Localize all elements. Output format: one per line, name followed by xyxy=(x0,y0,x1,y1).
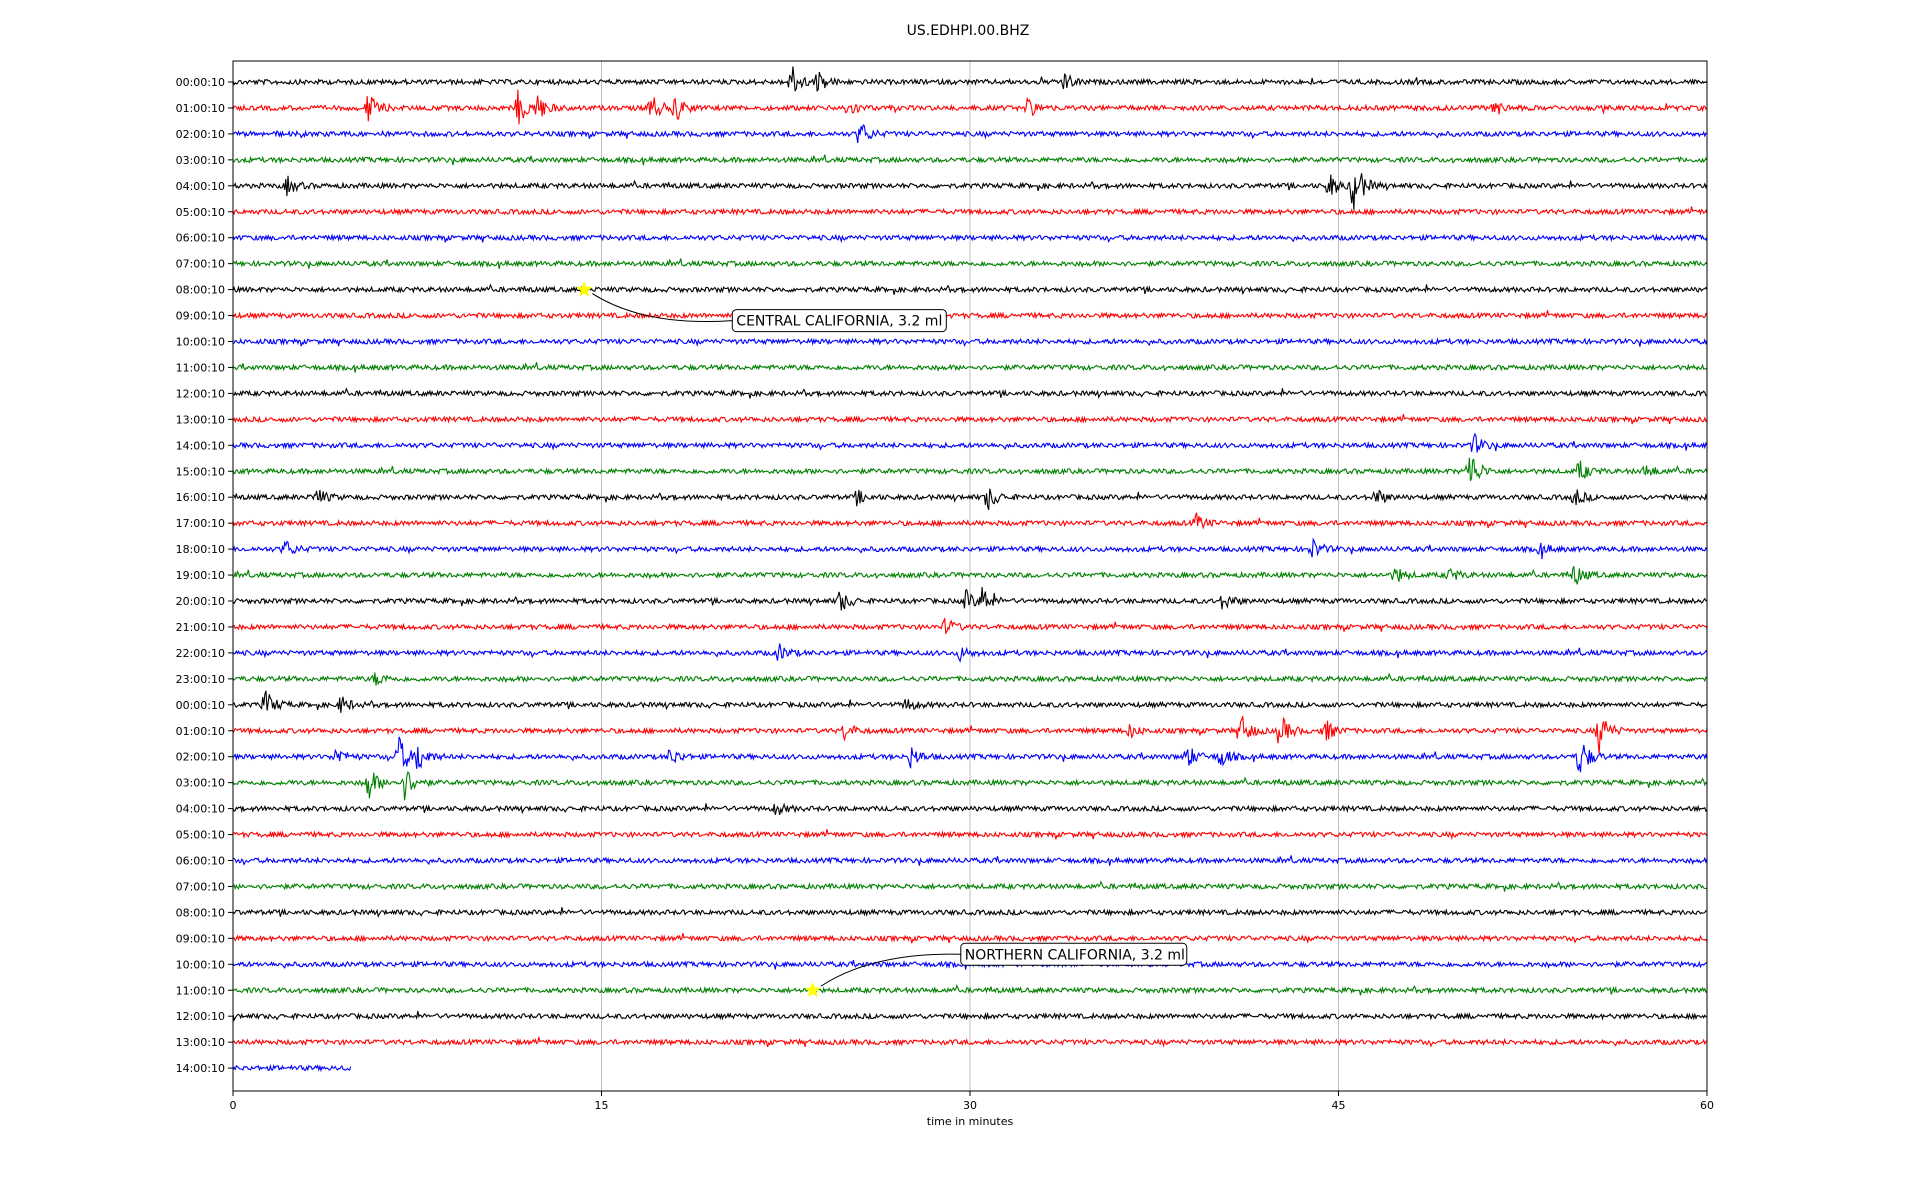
x-tick-label-0: 0 xyxy=(230,1099,237,1112)
annotation-connector-0 xyxy=(592,293,733,323)
trace-row-26 xyxy=(232,736,1708,773)
annotation-box-0 xyxy=(731,309,947,333)
row-label-4: 04:00:10 xyxy=(176,180,225,193)
row-label-10: 10:00:10 xyxy=(176,336,225,349)
row-label-8: 08:00:10 xyxy=(176,284,225,297)
row-label-20: 20:00:10 xyxy=(176,595,225,608)
row-label-38: 14:00:10 xyxy=(176,1062,225,1075)
row-label-36: 12:00:10 xyxy=(176,1010,225,1023)
trace-row-37 xyxy=(232,1036,1708,1048)
trace-row-17 xyxy=(232,512,1708,530)
trace-row-12 xyxy=(232,387,1708,400)
trace-row-11 xyxy=(232,362,1708,373)
row-label-11: 11:00:10 xyxy=(176,361,225,374)
row-label-31: 07:00:10 xyxy=(176,880,225,893)
row-label-22: 22:00:10 xyxy=(176,647,225,660)
row-label-23: 23:00:10 xyxy=(176,673,225,686)
vertical-grid xyxy=(601,61,1339,1091)
annotation-connector-1 xyxy=(820,953,961,987)
row-label-35: 11:00:10 xyxy=(176,984,225,997)
event-star-marker-0 xyxy=(576,281,593,297)
trace-row-32 xyxy=(232,907,1708,919)
event-star-marker-1 xyxy=(804,982,821,997)
trace-row-35 xyxy=(232,984,1708,996)
row-label-7: 07:00:10 xyxy=(176,258,225,271)
row-label-21: 21:00:10 xyxy=(176,621,225,634)
row-label-17: 17:00:10 xyxy=(176,517,225,530)
row-label-3: 03:00:10 xyxy=(176,154,225,167)
trace-row-24 xyxy=(232,690,1708,713)
trace-row-38 xyxy=(232,1063,352,1073)
trace-row-20 xyxy=(232,587,1708,611)
trace-row-10 xyxy=(232,337,1708,348)
trace-row-16 xyxy=(232,488,1708,511)
row-label-16: 16:00:10 xyxy=(176,491,225,504)
plot-frame xyxy=(232,60,1708,1092)
row-label-15: 15:00:10 xyxy=(176,465,225,478)
trace-row-4 xyxy=(232,173,1708,210)
trace-row-8 xyxy=(232,283,1708,296)
event-annotations: CENTRAL CALIFORNIA, 3.2 ml NORTHERN CALIF… xyxy=(576,281,1188,997)
row-label-30: 06:00:10 xyxy=(176,855,225,868)
x-tick-label-3: 45 xyxy=(1332,1099,1346,1112)
row-label-28: 04:00:10 xyxy=(176,803,225,816)
trace-row-5 xyxy=(232,206,1708,217)
trace-row-18 xyxy=(232,537,1708,560)
row-label-6: 06:00:10 xyxy=(176,232,225,245)
row-label-19: 19:00:10 xyxy=(176,569,225,582)
trace-row-28 xyxy=(232,802,1708,816)
row-label-13: 13:00:10 xyxy=(176,413,225,426)
trace-row-23 xyxy=(232,672,1708,686)
trace-row-30 xyxy=(232,855,1708,866)
row-label-33: 09:00:10 xyxy=(176,932,225,945)
row-label-27: 03:00:10 xyxy=(176,777,225,790)
trace-row-36 xyxy=(232,1010,1708,1022)
trace-row-9 xyxy=(232,310,1708,320)
row-label-5: 05:00:10 xyxy=(176,206,225,219)
trace-row-2 xyxy=(232,123,1708,144)
row-label-37: 13:00:10 xyxy=(176,1036,225,1049)
trace-row-13 xyxy=(232,413,1708,425)
x-tick-label-4: 60 xyxy=(1700,1099,1714,1112)
row-label-12: 12:00:10 xyxy=(176,387,225,400)
chart-title: US.EDHPI.00.BHZ xyxy=(907,23,1030,39)
trace-row-22 xyxy=(232,643,1708,663)
x-axis-label: time in minutes xyxy=(927,1115,1014,1128)
trace-row-25 xyxy=(232,715,1708,754)
row-label-1: 01:00:10 xyxy=(176,102,225,115)
trace-row-33 xyxy=(232,932,1708,944)
trace-row-27 xyxy=(232,770,1708,801)
trace-row-1 xyxy=(232,89,1708,125)
trace-row-0 xyxy=(232,66,1708,92)
trace-row-6 xyxy=(232,233,1708,244)
x-axis-ticks: 0 15 30 45 60 xyxy=(230,1091,1714,1112)
row-label-24: 00:00:10 xyxy=(176,699,225,712)
row-label-29: 05:00:10 xyxy=(176,829,225,842)
trace-row-19 xyxy=(232,565,1708,585)
row-label-18: 18:00:10 xyxy=(176,543,225,556)
row-label-26: 02:00:10 xyxy=(176,751,225,764)
row-label-0: 00:00:10 xyxy=(176,76,225,89)
trace-row-21 xyxy=(232,618,1708,635)
trace-row-14 xyxy=(232,432,1708,453)
x-tick-label-2: 30 xyxy=(963,1099,977,1112)
row-label-32: 08:00:10 xyxy=(176,906,225,919)
annotation-box-1 xyxy=(960,942,1188,966)
row-time-labels: 00:00:10 01:00:10 02:00:10 03:00:10 04:00:10… xyxy=(176,76,233,1075)
x-tick-label-1: 15 xyxy=(595,1099,609,1112)
row-label-25: 01:00:10 xyxy=(176,725,225,738)
annotation-label-1: NORTHERN CALIFORNIA, 3.2 ml xyxy=(965,947,1185,963)
trace-row-29 xyxy=(232,829,1708,841)
annotation-label-0: CENTRAL CALIFORNIA, 3.2 ml xyxy=(736,314,942,330)
seismogram-traces xyxy=(232,66,1708,1073)
trace-row-7 xyxy=(232,258,1708,270)
trace-row-31 xyxy=(232,880,1708,892)
row-label-2: 02:00:10 xyxy=(176,128,225,141)
row-label-34: 10:00:10 xyxy=(176,958,225,971)
trace-row-15 xyxy=(232,457,1708,481)
trace-row-3 xyxy=(232,154,1708,166)
row-label-14: 14:00:10 xyxy=(176,439,225,452)
row-label-9: 09:00:10 xyxy=(176,310,225,323)
